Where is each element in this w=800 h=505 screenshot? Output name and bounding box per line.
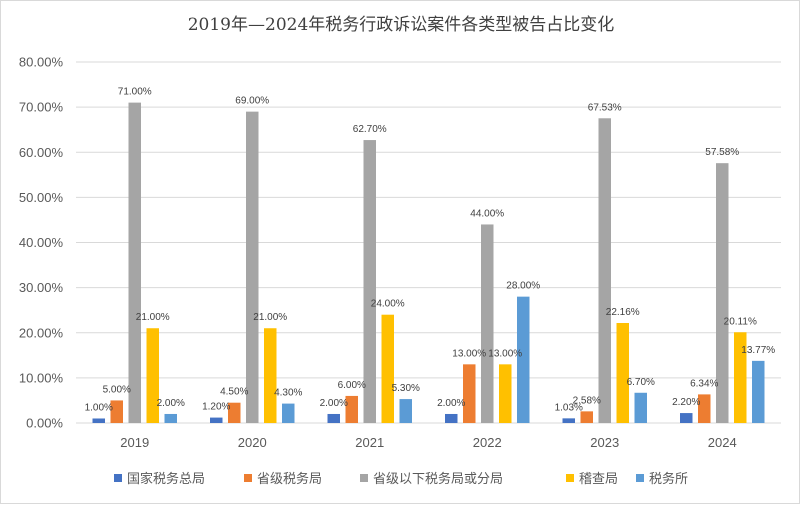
legend-label: 税务所 — [649, 471, 688, 487]
legend-swatch-3 — [566, 474, 574, 482]
data-label: 2.58% — [573, 395, 601, 406]
grid-layer — [76, 61, 781, 424]
bar-2023-2 — [598, 118, 611, 423]
bar-2023-0 — [562, 418, 575, 423]
bar-2020-3 — [264, 328, 277, 423]
y-tick-label: 80.00% — [19, 55, 64, 70]
bar-2021-2 — [363, 140, 376, 423]
bar-layer — [92, 102, 765, 424]
bar-2023-3 — [616, 323, 629, 423]
bar-2021-0 — [327, 413, 340, 423]
data-label: 2.20% — [672, 397, 700, 408]
x-tick-label: 2024 — [708, 435, 737, 450]
legend-swatch-0 — [114, 474, 122, 482]
data-label: 13.00% — [488, 348, 522, 359]
bar-2024-1 — [698, 394, 711, 423]
data-label: 62.70% — [353, 124, 387, 135]
legend-swatch-2 — [360, 474, 368, 482]
bar-2020-1 — [228, 402, 241, 423]
x-axis-ticks: 2019 2020 2021 2022 2023 2024 — [120, 435, 736, 450]
bar-2024-4 — [752, 360, 765, 423]
data-label: 57.58% — [705, 147, 739, 158]
bar-2022-2 — [481, 224, 494, 423]
data-label: 28.00% — [506, 281, 540, 292]
data-label: 1.00% — [85, 402, 113, 413]
data-label: 6.70% — [627, 377, 655, 388]
bar-2019-3 — [146, 328, 159, 423]
legend-label: 国家税务总局 — [127, 471, 205, 487]
bar-2019-2 — [128, 102, 141, 424]
bar-2022-1 — [463, 364, 476, 423]
x-tick-label: 2020 — [238, 435, 267, 450]
legend: 国家税务总局 省级税务局 省级以下税务局或分局 稽查局 税务所 — [114, 471, 688, 487]
data-label: 21.00% — [253, 312, 287, 323]
data-label: 4.30% — [274, 388, 302, 399]
bar-2021-4 — [399, 399, 412, 423]
data-label: 20.11% — [724, 316, 757, 327]
y-tick-label: 50.00% — [19, 190, 64, 205]
bar-2023-4 — [634, 392, 647, 423]
legend-label: 省级税务局 — [257, 471, 322, 487]
bar-2020-4 — [282, 403, 295, 423]
data-label-layer: 1.00% 5.00% 71.00% 21.00% 2.00% 1.20% 4.50% 69.… — [85, 87, 776, 414]
bar-2019-0 — [92, 418, 105, 423]
y-tick-label: 60.00% — [19, 145, 64, 160]
data-label: 24.00% — [371, 299, 405, 310]
x-tick-label: 2019 — [120, 435, 149, 450]
bar-2019-4 — [164, 413, 177, 423]
legend-label: 稽查局 — [579, 472, 618, 487]
y-tick-label: 0.00% — [26, 416, 63, 431]
data-label: 2.00% — [157, 398, 185, 409]
data-label: 1.20% — [202, 402, 230, 413]
legend-swatch-4 — [636, 474, 644, 482]
data-label: 21.00% — [136, 312, 170, 323]
data-label: 4.50% — [220, 387, 248, 398]
x-tick-label: 2021 — [355, 435, 384, 450]
y-tick-label: 40.00% — [19, 235, 64, 250]
chart-title: 2019年—2024年税务行政诉讼案件各类型被告占比变化 — [188, 15, 615, 35]
bar-2024-3 — [734, 332, 747, 423]
y-axis-ticks: 0.00% 10.00% 20.00% 30.00% 40.00% 50.00% 60.00… — [19, 55, 64, 431]
bar-2020-2 — [246, 111, 259, 423]
data-label: 1.03% — [555, 402, 583, 413]
y-tick-label: 30.00% — [19, 280, 64, 295]
bar-2022-3 — [499, 364, 512, 423]
bar-2024-2 — [716, 163, 729, 423]
y-tick-label: 70.00% — [19, 100, 64, 115]
data-label: 13.00% — [452, 348, 486, 359]
legend-swatch-1 — [244, 474, 252, 482]
data-label: 2.00% — [437, 398, 465, 409]
bar-2020-0 — [210, 417, 223, 423]
data-label: 44.00% — [470, 208, 504, 219]
x-tick-label: 2023 — [590, 435, 619, 450]
data-label: 13.77% — [741, 345, 775, 356]
bar-2021-1 — [345, 395, 358, 423]
data-label: 5.30% — [392, 383, 420, 394]
data-label: 6.34% — [690, 378, 718, 389]
legend-label: 省级以下税务局或分局 — [373, 471, 503, 487]
bar-2021-3 — [381, 314, 394, 423]
y-tick-label: 10.00% — [19, 370, 64, 385]
bar-2023-1 — [580, 411, 593, 423]
data-label: 22.16% — [606, 307, 640, 318]
data-label: 6.00% — [338, 380, 366, 391]
data-label: 71.00% — [118, 87, 152, 98]
data-label: 5.00% — [103, 384, 131, 395]
bar-2022-0 — [445, 413, 458, 423]
y-tick-label: 20.00% — [19, 325, 64, 340]
bar-2022-4 — [517, 296, 530, 423]
bar-2024-0 — [680, 413, 693, 423]
data-label: 67.53% — [588, 102, 622, 113]
bar-2019-1 — [110, 400, 123, 423]
data-label: 2.00% — [320, 398, 348, 409]
x-tick-label: 2022 — [473, 435, 502, 450]
data-label: 69.00% — [235, 96, 269, 107]
